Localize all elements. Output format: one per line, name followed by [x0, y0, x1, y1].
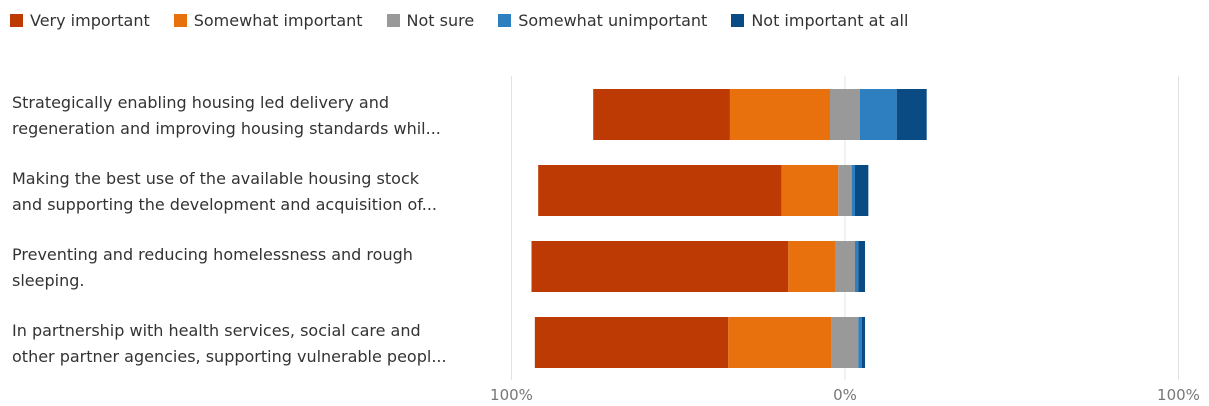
- bar-segment-somewhat-unimportant: [851, 165, 856, 216]
- legend-swatch: [10, 13, 23, 27]
- category-label-line: and supporting the development and acqui…: [12, 195, 437, 214]
- legend-item-somewhat-important[interactable]: Somewhat important: [173, 10, 363, 30]
- legend-swatch: [498, 13, 512, 27]
- legend-item-very-important[interactable]: Very important: [10, 11, 150, 30]
- bar-segment-very-important: [538, 165, 782, 216]
- bar-segment-somewhat-important: [781, 165, 839, 216]
- bar-segment-not-sure: [838, 165, 852, 216]
- bar-segment-somewhat-important: [788, 241, 835, 292]
- x-tick-label: 0%: [833, 386, 857, 404]
- x-tick-label: 100%: [490, 386, 533, 404]
- bar-segment-not-sure: [831, 317, 859, 368]
- category-label-vulnerable-people: In partnership with health services, soc…: [12, 318, 482, 370]
- category-label-homelessness: Preventing and reducing homelessness and…: [12, 242, 482, 294]
- legend-item-not-sure[interactable]: Not sure: [386, 10, 475, 30]
- bar-segment-not-important-at-all: [896, 89, 927, 140]
- legend-item-not-important-at-all[interactable]: Not important at all: [731, 11, 908, 30]
- bar-segment-somewhat-important: [728, 317, 832, 368]
- legend-label: Somewhat important: [193, 10, 363, 30]
- x-tick-label: 100%: [1157, 386, 1200, 404]
- category-label-line: other partner agencies, supporting vulne…: [12, 347, 447, 366]
- legend-label: Somewhat unimportant: [518, 10, 708, 30]
- category-label-line: Making the best use of the available hou…: [12, 169, 419, 188]
- legend-label: Not sure: [406, 10, 475, 30]
- legend-swatch: [731, 13, 745, 27]
- legend: Very important Somewhat important Not su…: [10, 7, 932, 33]
- category-label-housing-stock: Making the best use of the available hou…: [12, 166, 482, 218]
- legend-label: Very important: [30, 10, 150, 30]
- bar-segment-somewhat-unimportant: [855, 241, 859, 292]
- bar-segment-not-sure: [834, 241, 856, 292]
- bar-segment-very-important: [531, 241, 789, 292]
- bar-segment-not-important-at-all: [861, 317, 866, 368]
- category-label-line: sleeping.: [12, 271, 85, 290]
- bar-segment-very-important: [593, 89, 730, 140]
- category-label-line: regeneration and improving housing stand…: [12, 119, 441, 138]
- category-label-line: In partnership with health services, soc…: [12, 321, 421, 340]
- legend-label: Not important at all: [751, 10, 909, 30]
- bar-segment-very-important: [534, 317, 729, 368]
- bar-segment-somewhat-unimportant: [858, 317, 862, 368]
- legend-swatch: [386, 13, 400, 27]
- category-label-housing-delivery: Strategically enabling housing led deliv…: [12, 90, 482, 142]
- legend-swatch: [173, 13, 187, 27]
- bar-segment-somewhat-important: [729, 89, 830, 140]
- bar-segment-not-sure: [829, 89, 861, 140]
- category-label-line: Preventing and reducing homelessness and…: [12, 245, 413, 264]
- category-label-line: Strategically enabling housing led deliv…: [12, 93, 389, 112]
- bar-segment-not-important-at-all: [858, 241, 866, 292]
- bar-segment-not-important-at-all: [855, 165, 869, 216]
- legend-item-somewhat-unimportant[interactable]: Somewhat unimportant: [498, 11, 707, 30]
- bar-segment-somewhat-unimportant: [860, 89, 897, 140]
